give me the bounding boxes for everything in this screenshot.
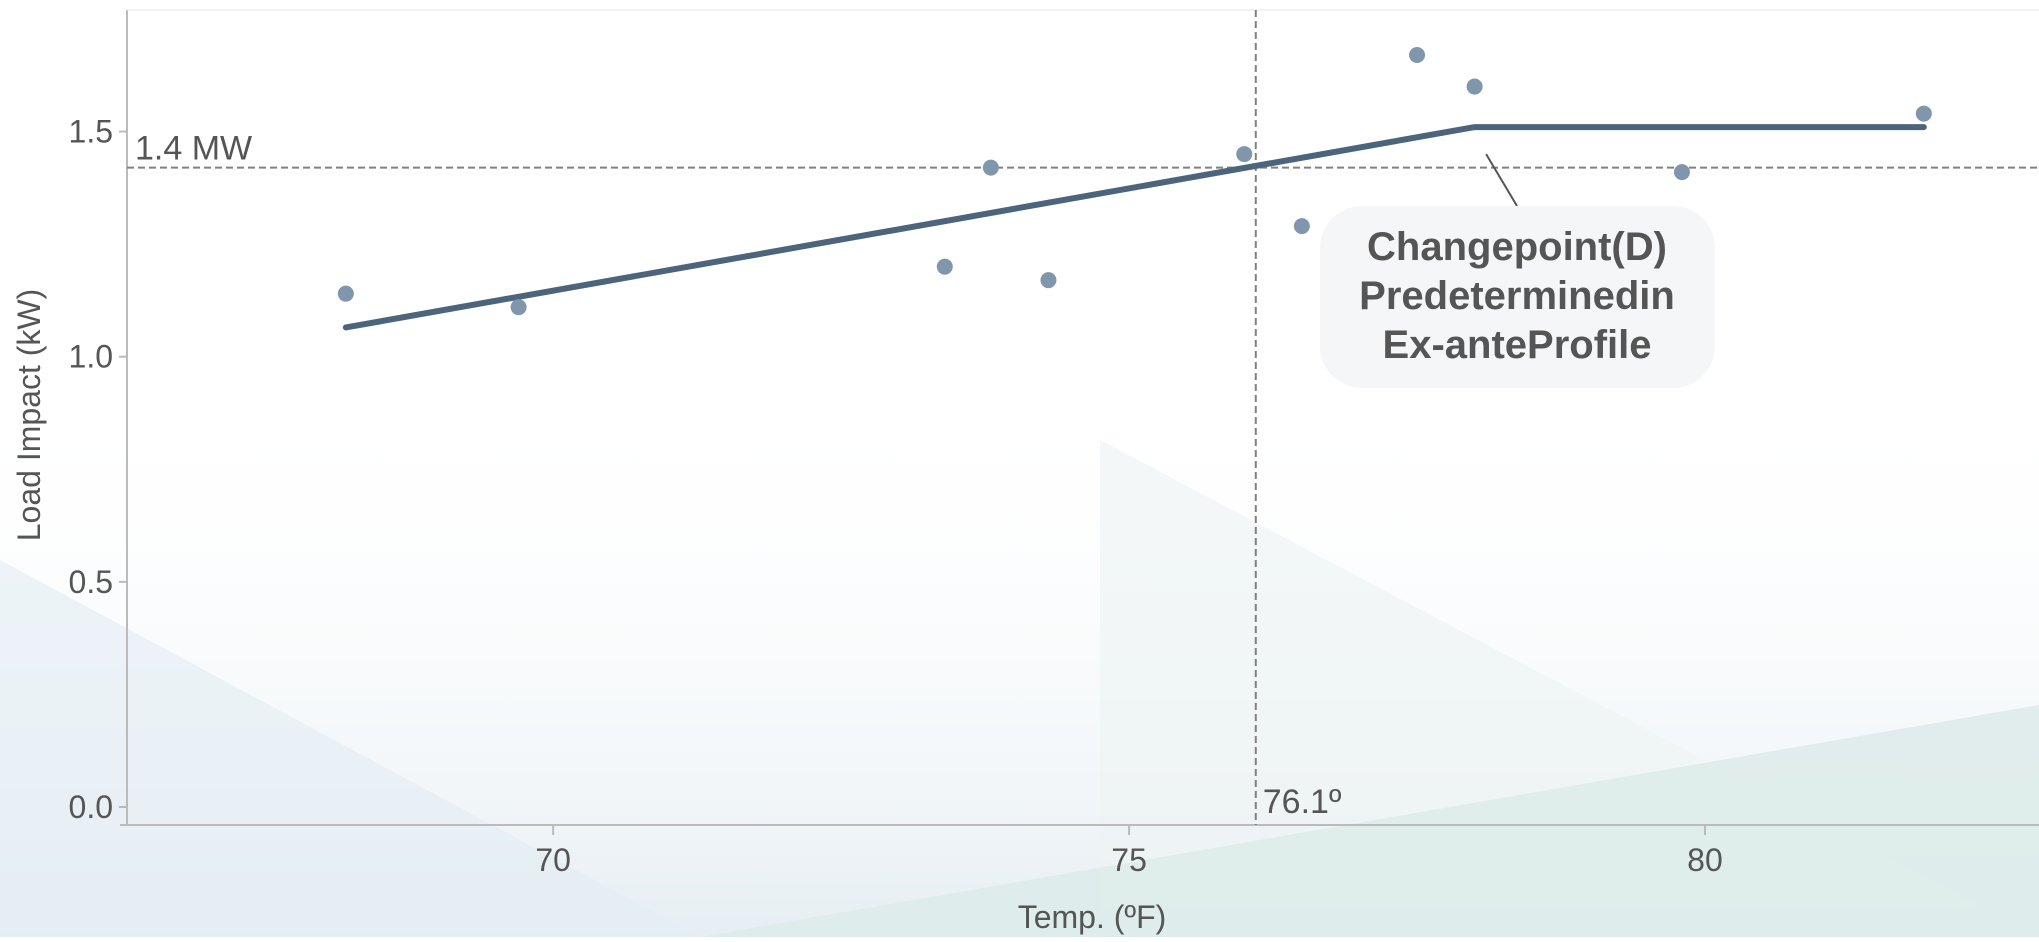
x-tick-label: 80 — [1687, 842, 1723, 878]
y-tick-label: 0.0 — [69, 789, 113, 825]
y-tick-label: 0.5 — [69, 564, 113, 600]
callout-line-3: Ex-anteProfile — [1383, 323, 1652, 367]
data-point — [1236, 146, 1252, 162]
callout-line-2: Predeterminedin — [1359, 274, 1675, 318]
x-axis-title: Temp. (ºF) — [1018, 899, 1167, 935]
y-tick-label: 1.5 — [69, 114, 113, 150]
callout-line-1: Changepoint(D) — [1367, 225, 1667, 269]
data-point — [1294, 218, 1310, 234]
data-point — [937, 259, 953, 275]
vertical-reference-label: 76.1º — [1263, 783, 1342, 821]
callout: Changepoint(D) Predeterminedin Ex-ante… — [1320, 154, 1715, 388]
data-point — [1467, 79, 1483, 95]
data-point — [1040, 272, 1056, 288]
data-point — [511, 299, 527, 315]
y-tick-label: 1.0 — [69, 339, 113, 375]
x-tick-label: 70 — [535, 842, 571, 878]
data-point — [1409, 47, 1425, 63]
data-point — [1674, 164, 1690, 180]
y-axis-title: Load Impact (kW) — [11, 289, 47, 542]
data-point — [983, 160, 999, 176]
callout-leader-line — [1486, 154, 1517, 206]
data-point — [1916, 106, 1932, 122]
background-decoration — [0, 380, 2039, 937]
horizontal-reference-label: 1.4 MW — [135, 130, 252, 168]
x-tick-label: 75 — [1111, 842, 1147, 878]
data-point — [338, 286, 354, 302]
